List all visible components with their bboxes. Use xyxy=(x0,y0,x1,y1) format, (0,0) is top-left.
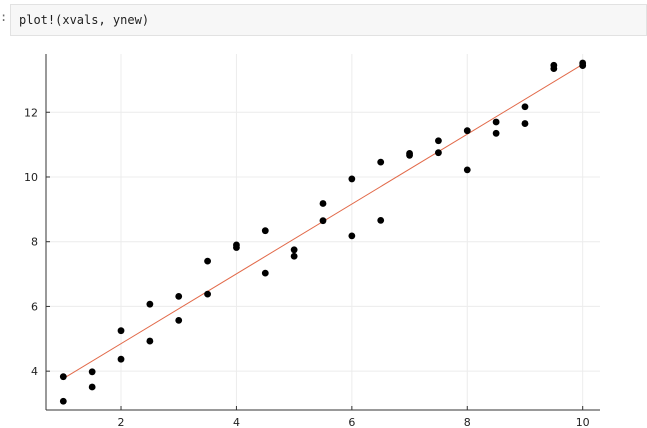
scatter-point xyxy=(377,216,385,224)
scatter-point xyxy=(319,217,327,225)
scatter-point xyxy=(175,293,183,300)
scatter-plot: 2 4 6 8 10 4 6 8 10 12 xyxy=(24,54,600,428)
scatter-point xyxy=(261,227,269,235)
scatter-point xyxy=(88,368,96,376)
scatter-point xyxy=(290,246,298,254)
scatter-point xyxy=(175,316,183,324)
scatter-point xyxy=(319,200,327,207)
scatter-point xyxy=(117,327,125,335)
scatter-point xyxy=(59,373,67,381)
code-cell-input[interactable]: plot!(xvals, ynew) xyxy=(10,4,647,36)
scatter-point xyxy=(492,129,500,137)
y-tick-label: 4 xyxy=(31,365,38,378)
scatter-point xyxy=(261,269,269,277)
plot-output: 2 4 6 8 10 4 6 8 10 12 xyxy=(0,36,647,428)
scatter-point xyxy=(463,166,471,174)
scatter-point xyxy=(117,355,125,363)
scatter-point xyxy=(348,232,356,240)
scatter-point xyxy=(435,149,442,157)
scatter-point xyxy=(146,300,154,308)
scatter-point xyxy=(406,151,413,159)
scatter-point xyxy=(521,103,529,111)
scatter-point xyxy=(579,62,587,70)
scatter-point xyxy=(348,175,356,183)
scatter-point xyxy=(463,127,471,135)
scatter-point xyxy=(377,158,385,166)
scatter-point xyxy=(59,397,67,405)
scatter-point xyxy=(88,383,96,391)
x-tick-label: 6 xyxy=(348,416,355,428)
scatter-point xyxy=(492,118,500,126)
y-tick-label: 10 xyxy=(24,171,38,184)
x-tick-label: 4 xyxy=(233,416,240,428)
code-text: plot!(xvals, ynew) xyxy=(19,13,150,27)
scatter-point xyxy=(550,65,558,72)
x-tick-label: 8 xyxy=(464,416,471,428)
y-tick-label: 6 xyxy=(31,300,38,313)
scatter-point xyxy=(435,137,442,145)
scatter-point xyxy=(204,257,211,265)
scatter-point xyxy=(146,337,154,345)
y-tick-label: 12 xyxy=(24,106,38,119)
cell-prompt-marker: : xyxy=(0,10,8,24)
x-tick-label: 10 xyxy=(576,416,590,428)
scatter-point xyxy=(521,120,529,127)
scatter-point xyxy=(204,290,211,298)
x-tick-label: 2 xyxy=(118,416,125,428)
y-tick-label: 8 xyxy=(31,236,38,249)
scatter-point xyxy=(290,252,298,260)
scatter-point xyxy=(233,244,240,251)
